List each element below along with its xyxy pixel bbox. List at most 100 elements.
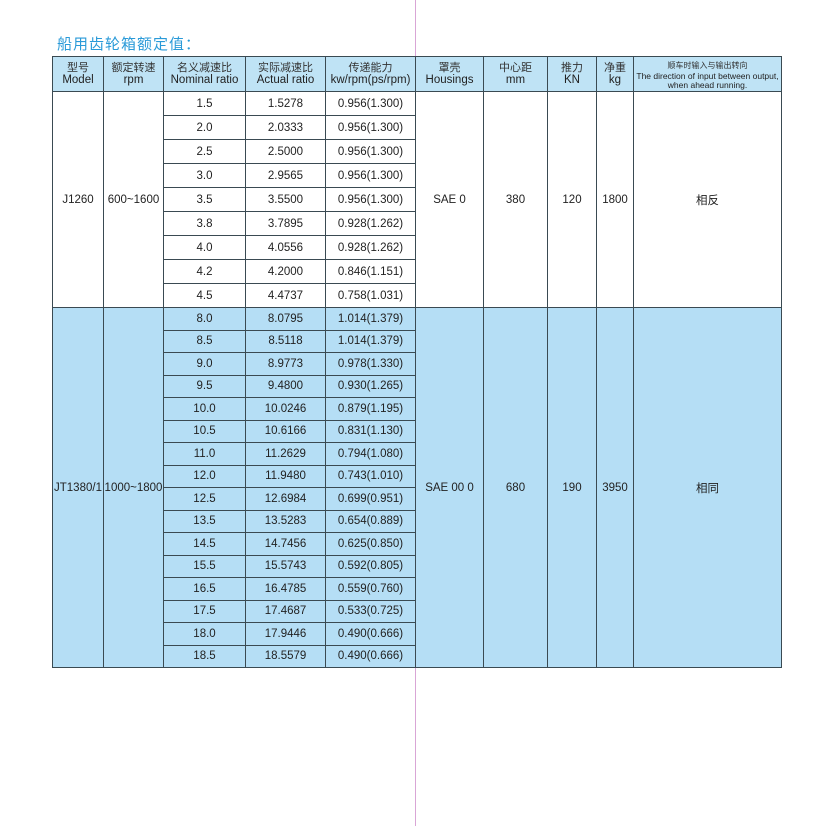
nominal-ratio-cell: 16.5	[163, 577, 246, 601]
actual-ratio-cell: 10.6166	[245, 419, 326, 443]
weight-cell: 3950	[596, 307, 634, 668]
capacity-cell: 0.625(0.850)	[325, 532, 416, 556]
actual-ratio-cell: 4.0556	[245, 235, 326, 260]
actual-ratio-cell: 8.0795	[245, 307, 326, 331]
table-row: 10.5 10.6166 0.831(1.130)	[53, 419, 782, 443]
nominal-ratio-cell: 15.5	[163, 554, 246, 578]
capacity-cell: 0.831(1.130)	[325, 419, 416, 443]
table-header-row: 型号 Model 额定转速 rpm 名义减速比 Nominal ratio 实际减速比 Act…	[52, 56, 782, 92]
center-distance-cell: 380	[483, 91, 548, 308]
rpm-cell: 600~1600	[103, 91, 164, 308]
capacity-cell: 0.930(1.265)	[325, 374, 416, 398]
capacity-cell: 0.758(1.031)	[325, 283, 416, 308]
center-distance-cell: 680	[483, 307, 548, 668]
table-row: 18.0 17.9446 0.490(0.666)	[53, 622, 782, 646]
capacity-cell: 0.956(1.300)	[325, 115, 416, 140]
header-cn-label: 额定转速	[111, 61, 156, 74]
direction-cell: 相反	[633, 91, 782, 308]
capacity-cell: 1.014(1.379)	[325, 307, 416, 331]
actual-ratio-cell: 16.4785	[245, 577, 326, 601]
header-cn-label: 罩壳	[438, 61, 461, 74]
header-rpm: 额定转速 rpm	[103, 56, 164, 92]
page-title: 船用齿轮箱额定值：	[57, 35, 202, 53]
table-row: 9.5 9.4800 0.930(1.265)	[53, 374, 782, 398]
header-en-label: Actual ratio	[256, 74, 315, 86]
housing-cell: SAE 00 0	[415, 307, 484, 668]
capacity-cell: 0.956(1.300)	[325, 163, 416, 188]
table-row: 16.5 16.4785 0.559(0.760)	[53, 577, 782, 601]
table-row: 11.0 11.2629 0.794(1.080)	[53, 442, 782, 466]
actual-ratio-cell: 2.9565	[245, 163, 326, 188]
capacity-cell: 0.794(1.080)	[325, 442, 416, 466]
nominal-ratio-cell: 14.5	[163, 532, 246, 556]
table-row: 18.5 18.5579 0.490(0.666)	[53, 644, 782, 668]
weight-cell: 1800	[596, 91, 634, 308]
capacity-cell: 0.490(0.666)	[325, 644, 416, 668]
rpm-cell: 1000~1800	[103, 307, 164, 668]
nominal-ratio-cell: 10.0	[163, 397, 246, 421]
gearbox-ratings-table: 型号 Model 额定转速 rpm 名义减速比 Nominal ratio 实际减速比 Act…	[52, 56, 782, 668]
housing-cell: SAE 0	[415, 91, 484, 308]
actual-ratio-cell: 2.0333	[245, 115, 326, 140]
actual-ratio-cell: 17.9446	[245, 622, 326, 646]
nominal-ratio-cell: 3.8	[163, 211, 246, 236]
actual-ratio-cell: 9.4800	[245, 374, 326, 398]
nominal-ratio-cell: 3.0	[163, 163, 246, 188]
nominal-ratio-cell: 1.5	[163, 91, 246, 116]
actual-ratio-cell: 1.5278	[245, 91, 326, 116]
capacity-cell: 0.956(1.300)	[325, 139, 416, 164]
header-cn-label: 型号	[67, 61, 89, 74]
header-en-label: kw/rpm(ps/rpm)	[330, 74, 411, 86]
nominal-ratio-cell: 4.5	[163, 283, 246, 308]
actual-ratio-cell: 12.6984	[245, 487, 326, 511]
actual-ratio-cell: 17.4687	[245, 599, 326, 623]
table-row: 3.8 3.7895 0.928(1.262)	[53, 211, 782, 236]
header-cn-label: 实际减速比	[258, 61, 313, 74]
header-cn-label: 顺车时输入与输出转向	[667, 60, 748, 70]
actual-ratio-cell: 11.9480	[245, 464, 326, 488]
actual-ratio-cell: 15.5743	[245, 554, 326, 578]
table-row: 4.0 4.0556 0.928(1.262)	[53, 235, 782, 260]
actual-ratio-cell: 14.7456	[245, 532, 326, 556]
capacity-cell: 0.928(1.262)	[325, 211, 416, 236]
actual-ratio-cell: 8.5118	[245, 329, 326, 353]
capacity-cell: 0.699(0.951)	[325, 487, 416, 511]
table-row: 15.5 15.5743 0.592(0.805)	[53, 554, 782, 578]
table-row: 3.0 2.9565 0.956(1.300)	[53, 163, 782, 188]
actual-ratio-cell: 18.5579	[245, 644, 326, 668]
header-cn-label: 传递能力	[348, 61, 393, 74]
nominal-ratio-cell: 18.0	[163, 622, 246, 646]
capacity-cell: 1.014(1.379)	[325, 329, 416, 353]
table-row: 2.0 2.0333 0.956(1.300)	[53, 115, 782, 140]
actual-ratio-cell: 13.5283	[245, 509, 326, 533]
header-nominal-ratio: 名义减速比 Nominal ratio	[163, 56, 246, 92]
nominal-ratio-cell: 3.5	[163, 187, 246, 212]
header-en-label: mm	[505, 74, 526, 86]
header-direction: 顺车时输入与输出转向 The direction of input between…	[633, 56, 782, 92]
header-cn-label: 推力	[561, 61, 583, 74]
header-capacity: 传递能力 kw/rpm(ps/rpm)	[325, 56, 416, 92]
actual-ratio-cell: 11.2629	[245, 442, 326, 466]
capacity-cell: 0.743(1.010)	[325, 464, 416, 488]
header-housings: 罩壳 Housings	[415, 56, 484, 92]
header-weight: 净重 kg	[596, 56, 634, 92]
nominal-ratio-cell: 17.5	[163, 599, 246, 623]
table-row: 2.5 2.5000 0.956(1.300)	[53, 139, 782, 164]
actual-ratio-cell: 2.5000	[245, 139, 326, 164]
capacity-cell: 0.654(0.889)	[325, 509, 416, 533]
header-model: 型号 Model	[52, 56, 104, 92]
header-en-label: Nominal ratio	[170, 74, 239, 86]
header-en-label: kg	[608, 74, 622, 86]
nominal-ratio-cell: 11.0	[163, 442, 246, 466]
model-cell: J1260	[52, 91, 104, 308]
nominal-ratio-cell: 2.5	[163, 139, 246, 164]
actual-ratio-cell: 4.4737	[245, 283, 326, 308]
table-row: 12.5 12.6984 0.699(0.951)	[53, 487, 782, 511]
actual-ratio-cell: 3.5500	[245, 187, 326, 212]
header-en-label: rpm	[123, 74, 144, 86]
capacity-cell: 0.928(1.262)	[325, 235, 416, 260]
nominal-ratio-cell: 12.0	[163, 464, 246, 488]
actual-ratio-cell: 3.7895	[245, 211, 326, 236]
table-row: 12.0 11.9480 0.743(1.010)	[53, 464, 782, 488]
